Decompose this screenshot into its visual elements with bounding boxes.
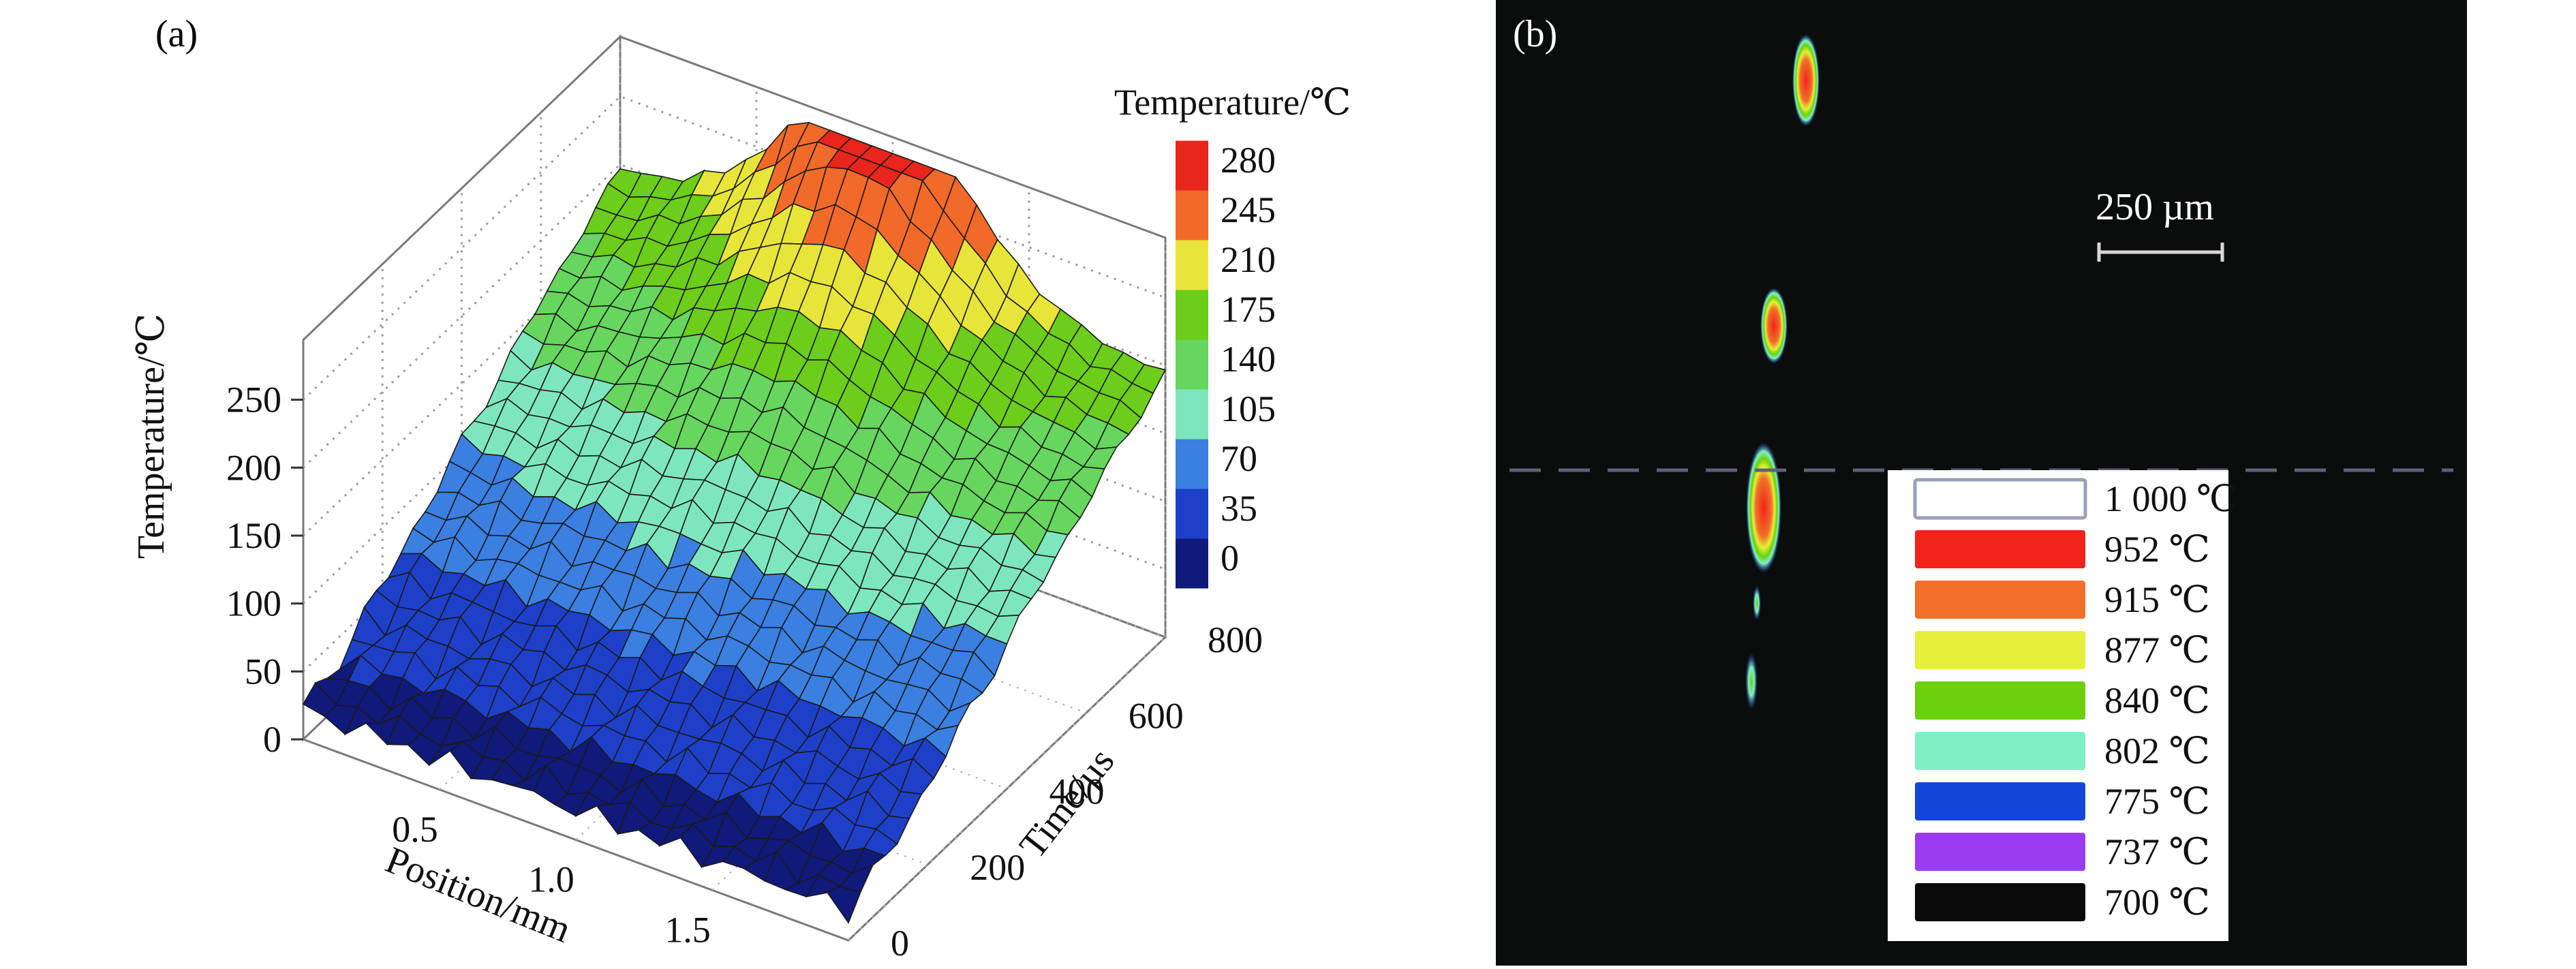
colorbar-tick-label: 140 (1221, 339, 1276, 380)
z-tick-label: 100 (226, 583, 281, 624)
colorbar-tick-label: 105 (1221, 388, 1276, 429)
legend-label: 775 ℃ (2104, 781, 2210, 822)
legend-label: 840 ℃ (2104, 680, 2210, 721)
time-tick-label: 800 (1208, 619, 1263, 660)
colorbar-tick-label: 70 (1221, 438, 1257, 479)
floor-gridline (540, 511, 1087, 714)
legend-swatch (1915, 732, 2085, 770)
colorbar-swatch (1176, 389, 1208, 440)
colorbar-title: Temperature/℃ (1114, 82, 1351, 123)
hotspot-3 (1746, 442, 1781, 573)
time-tick-label: 200 (970, 847, 1025, 888)
panel-b-label: (b) (1513, 13, 1558, 55)
z-axis-title: Temperature/℃ (130, 313, 172, 559)
legend-swatch (1915, 782, 2085, 820)
z-tick-label: 0 (263, 719, 281, 760)
x-tick-label: 2.0 (801, 959, 847, 966)
legend-label: 737 ℃ (2104, 831, 2210, 872)
legend-label: 700 ℃ (2104, 882, 2210, 923)
hotspot-2 (1760, 288, 1788, 364)
colorbar-swatch (1176, 190, 1208, 241)
colorbar-swatch (1176, 290, 1208, 340)
legend-label: 1 000 ℃ (2104, 478, 2237, 519)
thermal-image-svg: 1 000 ℃ 952 ℃ 915 ℃ 877 ℃ 840 ℃ 802 ℃ 775 ℃ 737… (1509, 34, 2453, 941)
legend-swatch (1915, 530, 2085, 568)
legend-swatch (1915, 833, 2085, 871)
colorbar-swatch (1176, 538, 1208, 589)
legend-swatch (1915, 883, 2085, 921)
surface-cell (827, 886, 861, 924)
hotspots (1745, 34, 1820, 710)
legend-swatch (1915, 631, 2085, 669)
colorbar-tick-label: 35 (1221, 488, 1257, 529)
panel-b-thermal-image: 1 000 ℃ 952 ℃ 915 ℃ 877 ℃ 840 ℃ 802 ℃ 775 ℃ 737… (1496, 0, 2467, 966)
z-tick-label: 250 (226, 380, 281, 420)
time-tick-label: 0 (891, 923, 909, 964)
colorbar-swatch (1176, 240, 1208, 290)
colorbar-tick-label: 175 (1221, 289, 1276, 330)
colorbar: Temperature/℃ 280 245 210 175 140 105 70 35 0 (1114, 82, 1351, 589)
temperature-legend: 1 000 ℃ 952 ℃ 915 ℃ 877 ℃ 840 ℃ 802 ℃ 775 ℃ 737… (1888, 470, 2237, 941)
z-tick-label: 150 (226, 515, 281, 556)
legend-swatch (1915, 581, 2085, 619)
hotspot-tail (1753, 585, 1761, 621)
hotspot-4 (1745, 653, 1758, 710)
legend-swatch (1915, 681, 2085, 720)
floor-gridline (619, 435, 1166, 638)
colorbar-swatch (1176, 140, 1208, 191)
z-tick-label: 50 (245, 651, 281, 692)
legend-label: 877 ℃ (2104, 630, 2210, 671)
colorbar-swatch (1176, 439, 1208, 489)
legend-label: 952 ℃ (2104, 529, 2210, 570)
scale-bar (2097, 243, 2224, 262)
legend-label: 802 ℃ (2104, 730, 2210, 771)
x-tick-label: 0.5 (392, 809, 438, 850)
colorbar-swatch (1176, 489, 1208, 539)
x-tick-label: 1.0 (528, 859, 574, 900)
x-tick-label: 1.5 (664, 909, 711, 950)
colorbar-tick-label: 280 (1221, 140, 1276, 181)
temperature-surface (302, 121, 1167, 924)
colorbar-tick-label: 0 (1221, 538, 1239, 579)
colorbar-tick-label: 210 (1221, 239, 1276, 280)
panel-a-surface-plot: 0 50 100 150 200 250 0.5 1.0 1.5 2.0 0 200 400 600 800… (130, 13, 1351, 969)
surface-plot-svg: 0 50 100 150 200 250 0.5 1.0 1.5 2.0 0 200 400 600 800… (130, 34, 1351, 969)
panel-a-label: (a) (155, 13, 198, 55)
legend-label: 915 ℃ (2104, 579, 2210, 620)
colorbar-tick-label: 245 (1221, 189, 1276, 230)
hotspot-1 (1792, 34, 1820, 127)
time-tick-label: 600 (1129, 695, 1184, 736)
colorbar-swatch (1176, 339, 1208, 390)
z-tick-label: 200 (226, 447, 281, 488)
legend-swatch (1913, 478, 2087, 520)
time-tick-label: 400 (1049, 771, 1105, 812)
scale-bar-label: 250 µm (2096, 186, 2214, 228)
